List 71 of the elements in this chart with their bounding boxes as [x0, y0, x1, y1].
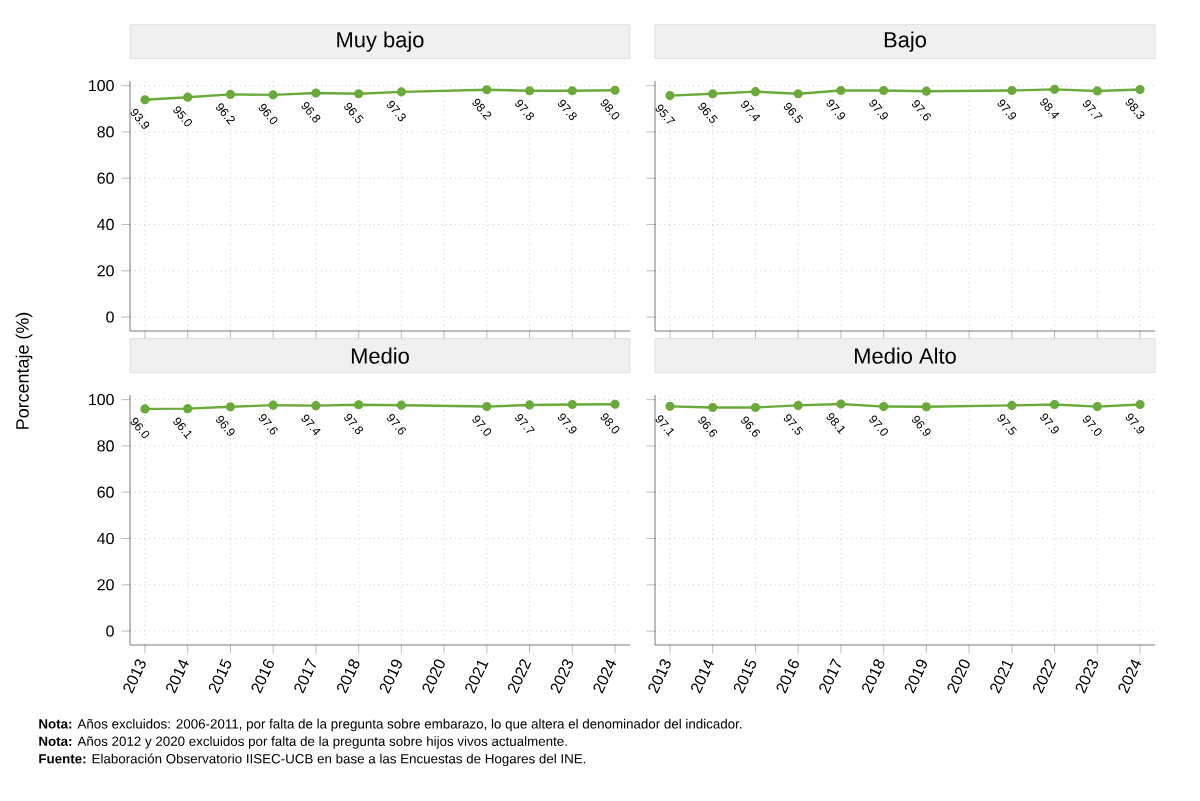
y-tick-label: 40	[97, 532, 114, 545]
point	[1007, 85, 1017, 96]
x-tick-label: 2016	[776, 659, 799, 694]
x-tick-label: 2017	[819, 658, 841, 694]
x-tick-label: 2018	[337, 659, 360, 694]
x-tick-label: 2024	[593, 659, 617, 694]
x-tick-label: 2024	[1118, 659, 1142, 694]
y-tick-label: 80	[97, 440, 114, 452]
data-label: 97.7	[515, 413, 535, 433]
x-tick-label: 2015	[208, 658, 232, 694]
x-tick-label: 2019	[904, 659, 927, 694]
chart-title: Medio Alto	[855, 347, 956, 364]
x-tick-label: 2022	[1032, 659, 1057, 694]
point	[921, 86, 931, 96]
text: Nota: Años excluidos: 2006-2011, por falta de la pregunta sobre embarazo, lo que altera el denominador del indicador.	[39, 718, 742, 732]
x-tick-label: 2014	[691, 659, 714, 694]
data-label: 93.9	[130, 108, 150, 129]
point	[1050, 84, 1060, 94]
x-tick-label: 2013	[648, 659, 671, 694]
y-tick-label: 0	[106, 311, 114, 323]
point	[567, 86, 577, 96]
x-tick-label: 2017	[294, 658, 316, 694]
point	[482, 85, 492, 95]
point	[750, 87, 761, 97]
y-tick-label: 100	[89, 79, 114, 92]
point	[665, 90, 675, 101]
x-tick-label: 2023	[1075, 659, 1099, 694]
y-tick-label: 40	[97, 218, 114, 231]
chart-title: Medio	[351, 347, 409, 364]
y-tick-label: 60	[97, 172, 114, 184]
y-tick-label: 80	[97, 126, 114, 138]
y-tick-label: 20	[97, 265, 114, 277]
point	[793, 89, 803, 99]
x-tick-label: 2022	[507, 659, 532, 694]
y-tick-label: 0	[106, 625, 114, 637]
point	[708, 89, 718, 99]
y-axis-title: Porcentaje (%)	[15, 312, 33, 429]
y-tick-label: 100	[89, 393, 114, 406]
data-label: 95.7	[655, 104, 676, 124]
x-tick-label: 2014	[166, 659, 189, 694]
x-tick-label: 2020	[947, 659, 970, 694]
x-tick-label: 2018	[862, 659, 885, 694]
chart-title: Muy bajo	[337, 31, 424, 52]
point	[836, 85, 846, 96]
point	[354, 89, 364, 99]
point	[1092, 86, 1102, 96]
point	[396, 87, 406, 97]
point	[879, 85, 889, 96]
text: Nota: Años 2012 y 2020 excluidos por falta de la pregunta sobre hijos vivos actualmente.	[39, 736, 567, 749]
text: Fuente: Elaboración Observatorio IISEC-UCB en base a las Encuestas de Hogares del INE.	[39, 753, 586, 767]
point	[524, 86, 535, 96]
x-tick-label: 2021	[465, 660, 489, 694]
x-tick-label: 2020	[422, 659, 445, 694]
x-tick-label: 2015	[733, 658, 757, 694]
chart-title: Bajo	[884, 31, 926, 52]
point	[225, 89, 236, 99]
x-tick-label: 2019	[379, 659, 402, 694]
x-tick-label: 2023	[550, 659, 574, 694]
data-label: 96.0	[130, 417, 150, 439]
x-tick-label: 2016	[251, 659, 274, 694]
x-tick-label: 2013	[123, 659, 146, 694]
y-tick-label: 20	[97, 579, 114, 591]
point	[183, 92, 193, 102]
point	[140, 95, 150, 105]
point	[311, 88, 321, 98]
point	[1135, 84, 1145, 95]
point	[610, 85, 620, 95]
y-tick-label: 60	[97, 486, 114, 498]
data-label: 97.7	[1082, 99, 1103, 119]
point	[268, 90, 278, 100]
x-tick-label: 2021	[990, 660, 1014, 694]
